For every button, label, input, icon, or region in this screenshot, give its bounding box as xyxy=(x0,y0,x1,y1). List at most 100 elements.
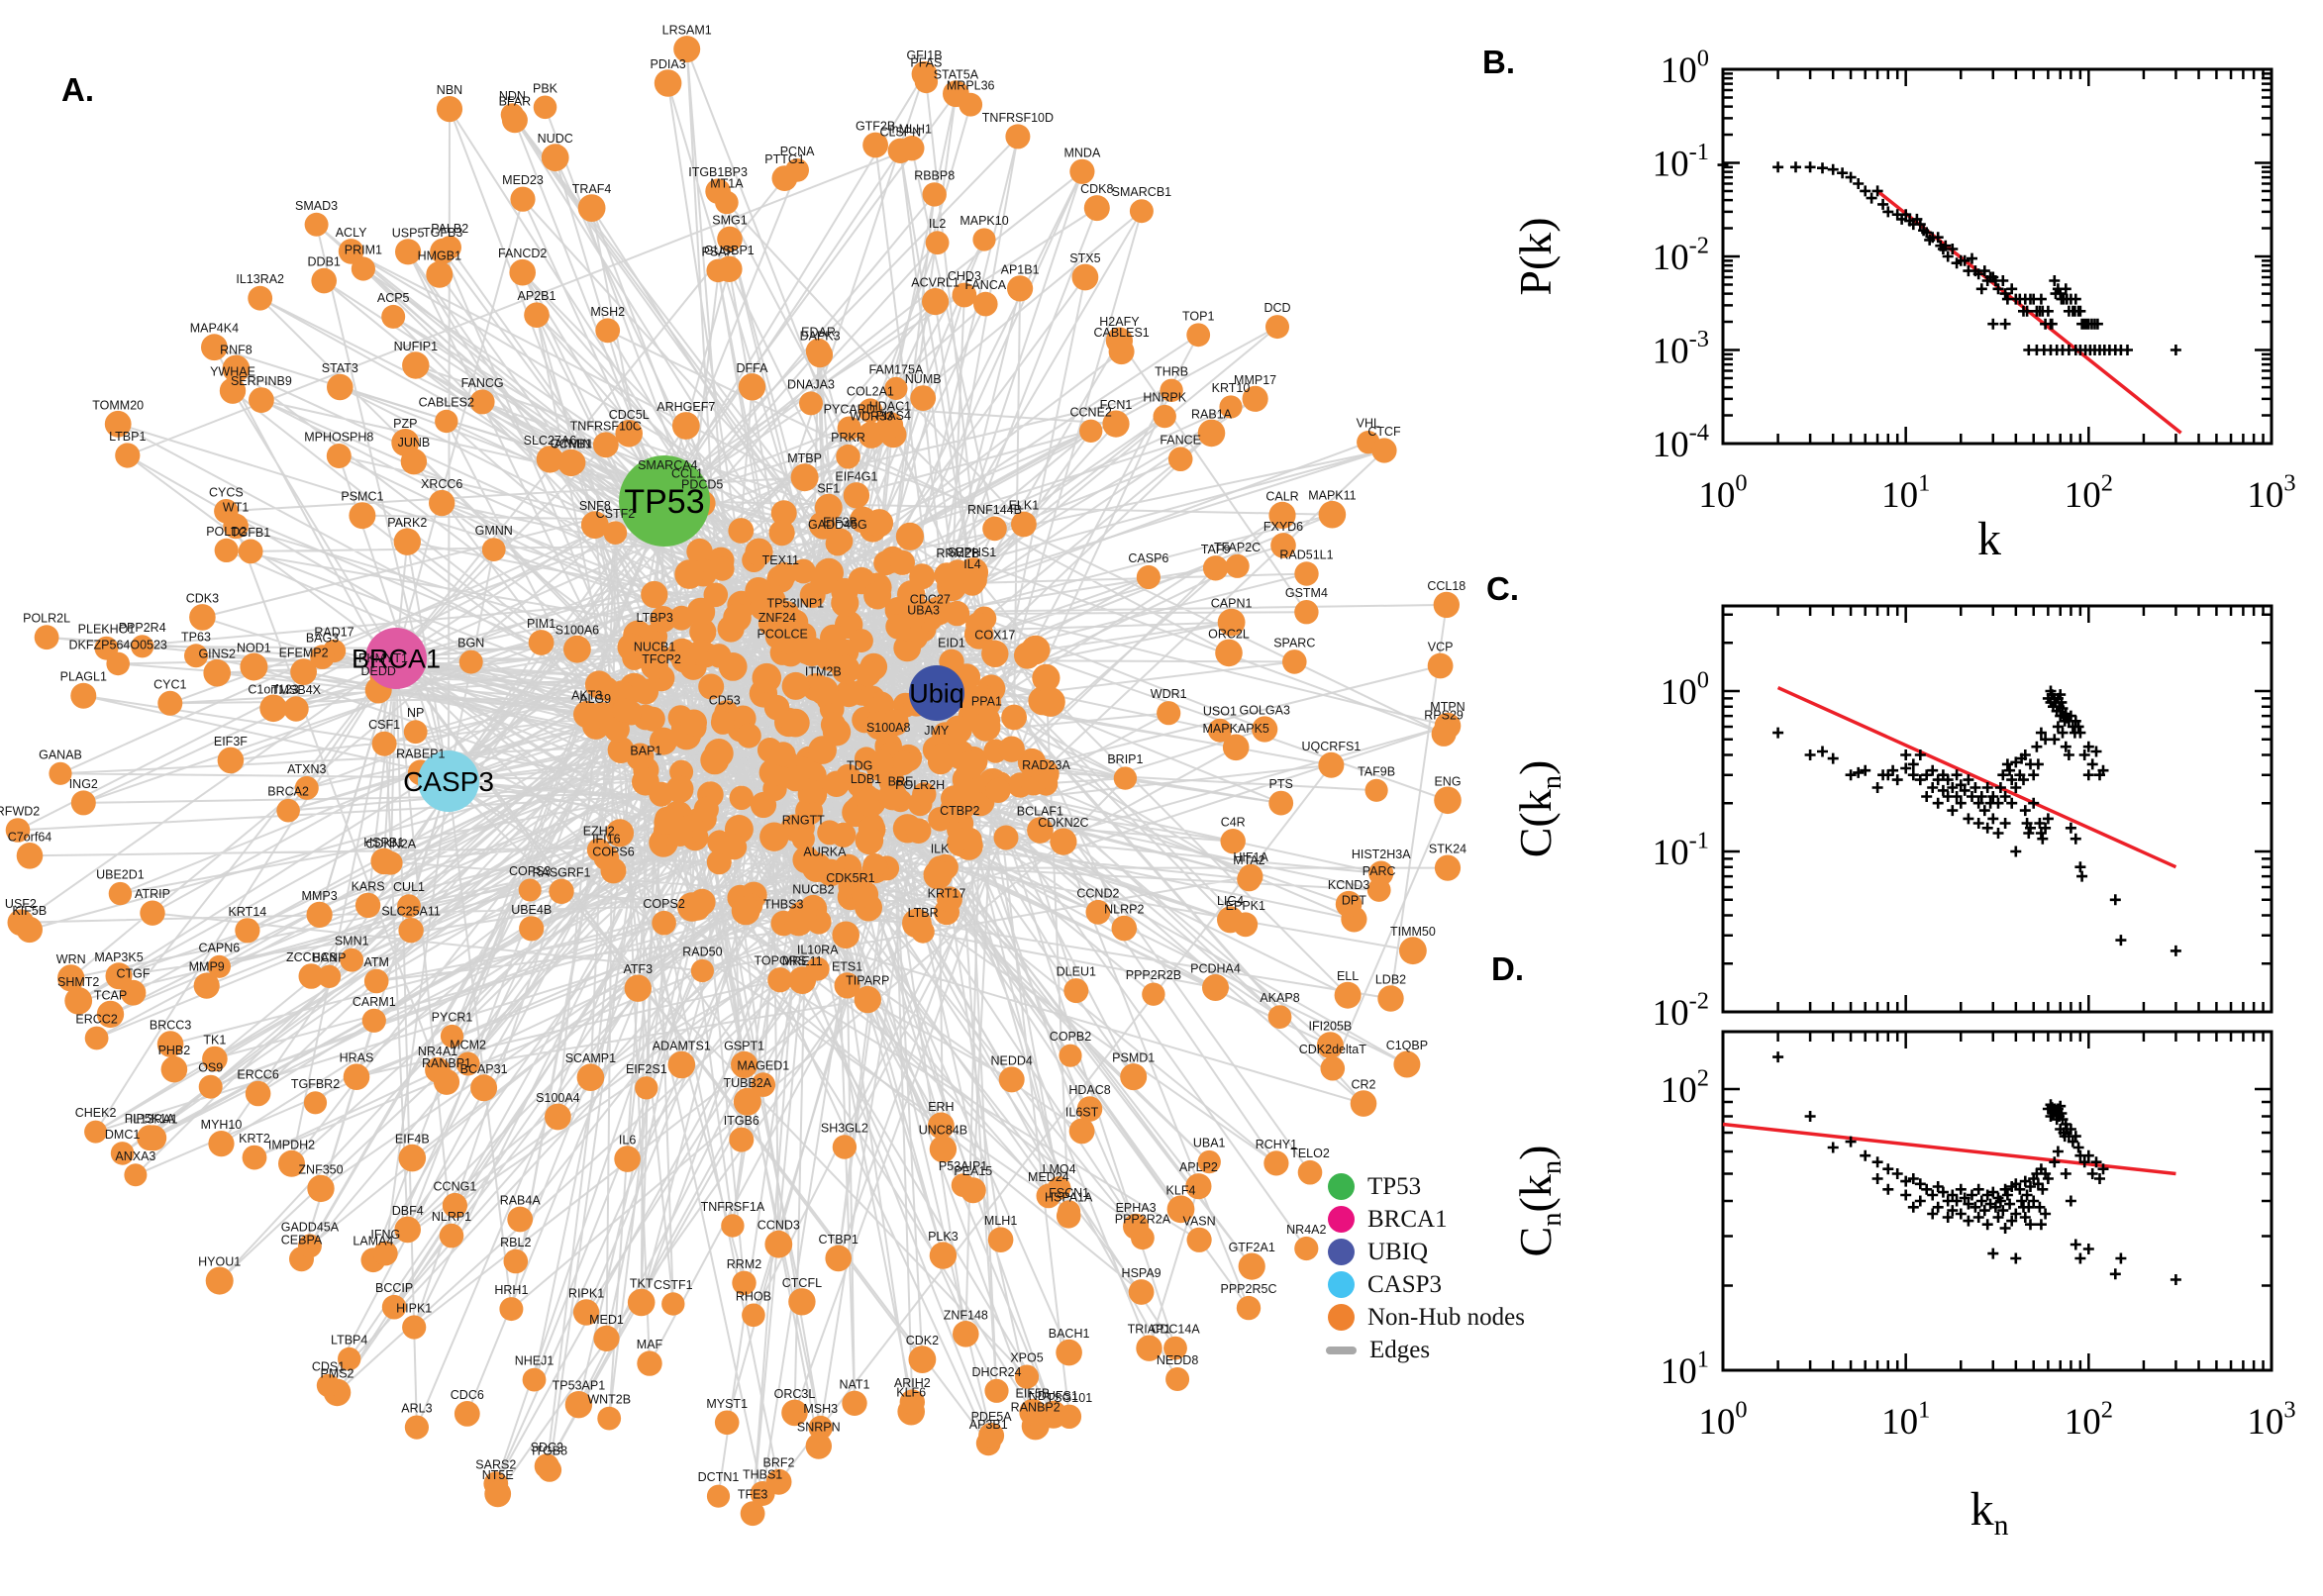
network-node-label: EZH2 xyxy=(583,824,615,838)
network-node xyxy=(972,688,1002,718)
network-labels-layer: TP53 BRCA1 Ubiq CASP3 PSAP PTTG1 ELL DBF4 COX17 F… xyxy=(0,24,1466,1502)
network-node xyxy=(501,107,528,134)
network-node-label: PPP2R4 xyxy=(119,621,166,635)
network-node xyxy=(1068,1118,1095,1145)
network-node-label: KRT10 xyxy=(1212,381,1251,395)
network-node-label: GFI1B xyxy=(906,49,942,62)
network-node-label: C4R xyxy=(1221,816,1246,830)
network-node xyxy=(1350,1090,1377,1117)
network-node xyxy=(381,1294,407,1320)
network-node xyxy=(242,1145,267,1170)
network-node xyxy=(1050,828,1077,855)
network-node-label: LAMA4 xyxy=(353,1235,393,1248)
network-node-label: IL10RA xyxy=(797,944,839,957)
network-node xyxy=(686,597,716,627)
network-node xyxy=(770,500,797,527)
network-node xyxy=(710,710,736,735)
network-node-label: RNGTT xyxy=(782,813,825,827)
network-node xyxy=(1157,701,1181,726)
network-node xyxy=(1294,600,1319,625)
network-node xyxy=(1057,1404,1082,1430)
network-node xyxy=(1058,1200,1081,1224)
network-node xyxy=(306,901,333,929)
network-node xyxy=(1163,1336,1187,1360)
network-node xyxy=(823,770,850,797)
network-node-label: PKMYT1 xyxy=(358,651,408,665)
network-node xyxy=(108,881,133,906)
network-node-label: LDB2 xyxy=(1375,973,1406,987)
network-node xyxy=(311,267,338,294)
network-node xyxy=(564,1391,593,1419)
network-node xyxy=(689,618,717,646)
network-node xyxy=(205,1266,234,1295)
network-node xyxy=(248,285,273,311)
network-node xyxy=(987,1227,1014,1252)
network-node-label: ERH xyxy=(928,1100,954,1114)
network-node-label: MLH1 xyxy=(984,1214,1017,1228)
network-node xyxy=(878,781,908,811)
edge-swatch-icon xyxy=(1326,1346,1357,1354)
network-node-label: ING2 xyxy=(69,777,98,791)
network-node xyxy=(1017,748,1047,777)
network-node-label: PYCARD xyxy=(824,403,875,417)
network-node xyxy=(577,194,606,223)
network-node xyxy=(157,690,183,716)
network-node xyxy=(1142,982,1165,1006)
network-node xyxy=(854,985,881,1014)
network-node xyxy=(982,516,1007,542)
network-node xyxy=(484,1480,512,1508)
network-node-label: TRAF4 xyxy=(572,182,612,196)
network-node-label: HRAS xyxy=(340,1051,374,1065)
network-node xyxy=(1233,912,1259,938)
network-node-label: AKAP8 xyxy=(1260,991,1299,1005)
network-node-label: PTS xyxy=(1269,777,1293,791)
network-node xyxy=(831,654,860,684)
network-node-label: EIF3F xyxy=(214,735,248,748)
network-node xyxy=(298,963,325,989)
network-node xyxy=(1128,1279,1155,1305)
network-node xyxy=(738,373,766,401)
network-node xyxy=(34,625,59,650)
panel-d-label: D. xyxy=(1491,950,1524,987)
network-node xyxy=(617,633,646,661)
network-node xyxy=(1197,1149,1221,1174)
network-node xyxy=(781,671,810,700)
network-node xyxy=(1011,511,1037,538)
network-node xyxy=(632,767,659,796)
network-node xyxy=(249,387,274,413)
network-node xyxy=(1393,1050,1421,1078)
network-node-label: DLEU1 xyxy=(1057,965,1096,979)
network-node xyxy=(751,1072,776,1097)
network-node-label: EIF4B xyxy=(395,1133,430,1147)
network-node-label: MT1A xyxy=(710,177,744,191)
network-node xyxy=(381,304,406,329)
network-node-label: PCDHA4 xyxy=(1190,962,1241,976)
network-node xyxy=(808,1415,833,1441)
network-node xyxy=(925,231,950,255)
network-node-label: GINS2 xyxy=(198,648,236,661)
network-node-label: CTGF xyxy=(116,967,150,981)
network-node-label: CAPN1 xyxy=(1211,597,1253,611)
legend-item-brca1: BRCA1 xyxy=(1328,1203,1525,1236)
network-node xyxy=(208,1131,235,1157)
network-node-label: RHOB xyxy=(736,1289,771,1303)
network-node xyxy=(1238,863,1263,889)
network-node-label: BGN xyxy=(457,637,484,650)
network-node-label: NDN xyxy=(499,89,526,103)
network-node xyxy=(137,1125,163,1151)
network-node-label: SLC27A6 xyxy=(524,434,577,448)
network-node xyxy=(765,1468,792,1495)
network-node xyxy=(499,1297,524,1322)
network-node-label: POLR2L xyxy=(23,612,70,626)
network-node-label: LMO4 xyxy=(1043,1162,1076,1176)
network-node-label: ORC2L xyxy=(1208,627,1250,641)
network-node-label: MAPK11 xyxy=(1308,489,1356,503)
network-node xyxy=(959,92,983,117)
network-node xyxy=(1217,608,1246,637)
network-node xyxy=(207,954,231,978)
network-node-label: ATXN3 xyxy=(287,762,326,776)
network-node-label: AKT3 xyxy=(571,689,602,703)
network-node-label: LTBR xyxy=(908,906,939,920)
network-node-label: SMN1 xyxy=(335,935,369,948)
network-node-label: IFNG xyxy=(370,1228,400,1242)
